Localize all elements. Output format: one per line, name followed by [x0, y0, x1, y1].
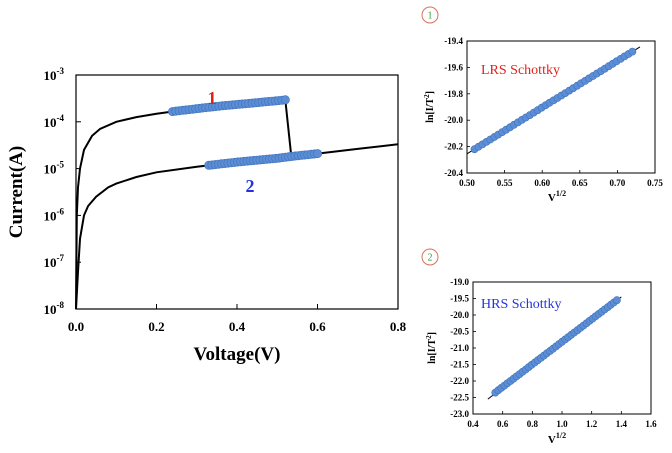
hrs-badge-circle — [421, 248, 439, 266]
lrs-x-tick-label: 0.50 — [459, 178, 475, 188]
hrs-ticks — [472, 281, 652, 415]
iv-y-tick-label: 10-5 — [44, 160, 65, 177]
hrs-y-axis-label: ln[I/T2] — [425, 332, 438, 364]
lrs-x-label-sup: 1/2 — [556, 189, 566, 198]
hrs-x-tick-label: 0.4 — [467, 419, 479, 429]
lrs-x-axis-label: V1/2 — [548, 189, 566, 204]
lrs-y-tick-label: -20.4 — [444, 168, 463, 178]
lrs-markers — [470, 47, 637, 154]
iv-annotation-1: 1 — [208, 88, 217, 108]
lrs-y-tick-label: -20.2 — [444, 142, 463, 152]
hrs-markers — [491, 296, 621, 397]
lrs-x-tick-label: 0.75 — [647, 178, 663, 188]
iv-plot-frame — [75, 74, 399, 310]
iv-x-tick-label: 0.0 — [68, 319, 84, 334]
iv-y-axis-label: Current(A) — [6, 146, 27, 239]
iv-data-point — [280, 95, 290, 105]
hrs-y-label-end: ] — [427, 332, 438, 335]
iv-curve-upper — [75, 98, 286, 310]
lrs-y-tick-label: -19.8 — [444, 89, 463, 99]
hrs-x-tick-label: 1.0 — [556, 419, 568, 429]
hrs-x-tick-label: 1.6 — [645, 419, 657, 429]
iv-y-tick-label: 10-6 — [44, 206, 65, 223]
iv-markers — [168, 95, 322, 170]
hrs-inset: 2 0.4 0.6 0.8 1.0 1.2 1.4 1.6 -19.0 -19.5 -20.0 -2… — [421, 248, 657, 446]
hrs-y-tick-label: -19.5 — [450, 294, 469, 304]
lrs-title: LRS Schottky — [481, 63, 560, 78]
lrs-inset: 1 0.50 0.55 0.60 0.65 0.70 0.75 -19.4 -19.6 -19.… — [421, 6, 663, 204]
iv-tick-labels: 0.0 0.2 0.4 0.6 0.8 10-3 10-4 10-5 10-6 10-7 10-8 — [44, 66, 407, 334]
iv-annotation-2: 2 — [246, 176, 255, 196]
hrs-tick-labels: 0.4 0.6 0.8 1.0 1.2 1.4 1.6 -19.0 -19.5 -20.0 -20.… — [450, 277, 657, 429]
lrs-x-tick-label: 0.65 — [572, 178, 588, 188]
lrs-y-label-end: ] — [425, 91, 436, 94]
iv-y-tick-label: 10-3 — [44, 66, 65, 83]
iv-ticks — [75, 74, 399, 310]
lrs-badge-circle — [421, 6, 439, 24]
lrs-y-tick-label: -19.6 — [444, 62, 463, 72]
iv-x-tick-label: 0.2 — [148, 319, 164, 334]
lrs-y-label-main: ln[I/T — [425, 98, 436, 123]
hrs-data-point — [613, 296, 621, 305]
lrs-y-tick-label: -20.0 — [444, 115, 463, 125]
hrs-y-tick-label: -21.0 — [450, 343, 469, 353]
hrs-y-tick-label: -19.0 — [450, 277, 469, 287]
hrs-x-tick-label: 0.6 — [497, 419, 509, 429]
iv-x-tick-label: 0.8 — [390, 319, 407, 334]
hrs-y-tick-label: -22.5 — [450, 393, 469, 403]
iv-x-tick-label: 0.4 — [229, 319, 246, 334]
hrs-y-label-main: ln[I/T — [427, 339, 438, 364]
hrs-y-tick-label: -23.0 — [450, 409, 469, 419]
lrs-x-tick-label: 0.60 — [534, 178, 550, 188]
hrs-x-label-sup: 1/2 — [556, 431, 566, 440]
lrs-data-point — [628, 47, 637, 56]
iv-x-axis-label: Voltage(V) — [194, 344, 281, 365]
lrs-x-tick-label: 0.55 — [497, 178, 513, 188]
lrs-badge-number: 1 — [428, 11, 433, 22]
hrs-x-label-base: V — [548, 434, 556, 446]
hrs-x-tick-label: 0.8 — [527, 419, 539, 429]
hrs-y-tick-label: -20.5 — [450, 327, 469, 337]
lrs-y-tick-label: -19.4 — [444, 36, 463, 46]
hrs-x-axis-label: V1/2 — [548, 431, 566, 446]
hrs-y-tick-label: -22.0 — [450, 376, 469, 386]
iv-y-tick-label: 10-7 — [44, 253, 65, 270]
lrs-y-axis-label: ln[I/T2] — [423, 91, 436, 123]
hrs-badge-number: 2 — [428, 253, 433, 264]
iv-curve-jump — [284, 99, 293, 157]
lrs-x-tick-label: 0.70 — [610, 178, 626, 188]
lrs-ticks — [466, 40, 656, 174]
lrs-plot-frame — [466, 40, 656, 174]
iv-curve-lower — [75, 143, 399, 310]
hrs-y-tick-label: -20.0 — [450, 310, 469, 320]
lrs-x-label-base: V — [548, 192, 556, 204]
lrs-y-label-sup: 2 — [423, 94, 431, 98]
hrs-x-tick-label: 1.4 — [616, 419, 628, 429]
hrs-y-label-sup: 2 — [425, 335, 433, 339]
iv-chart: 0.0 0.2 0.4 0.6 0.810-310-410-510-610-710-8 … — [6, 66, 407, 365]
iv-x-tick-label: 0.6 — [309, 319, 326, 334]
hrs-title: HRS Schottky — [481, 297, 562, 312]
iv-y-tick-label: 10-8 — [44, 300, 65, 317]
hrs-x-tick-label: 1.2 — [586, 419, 598, 429]
hrs-y-tick-label: -21.5 — [450, 360, 469, 370]
iv-data-point — [312, 149, 322, 159]
iv-y-tick-label: 10-4 — [44, 113, 65, 130]
lrs-tick-labels: 0.50 0.55 0.60 0.65 0.70 0.75 -19.4 -19.6 -19.8 -… — [444, 36, 663, 188]
iv-curves — [75, 98, 399, 310]
